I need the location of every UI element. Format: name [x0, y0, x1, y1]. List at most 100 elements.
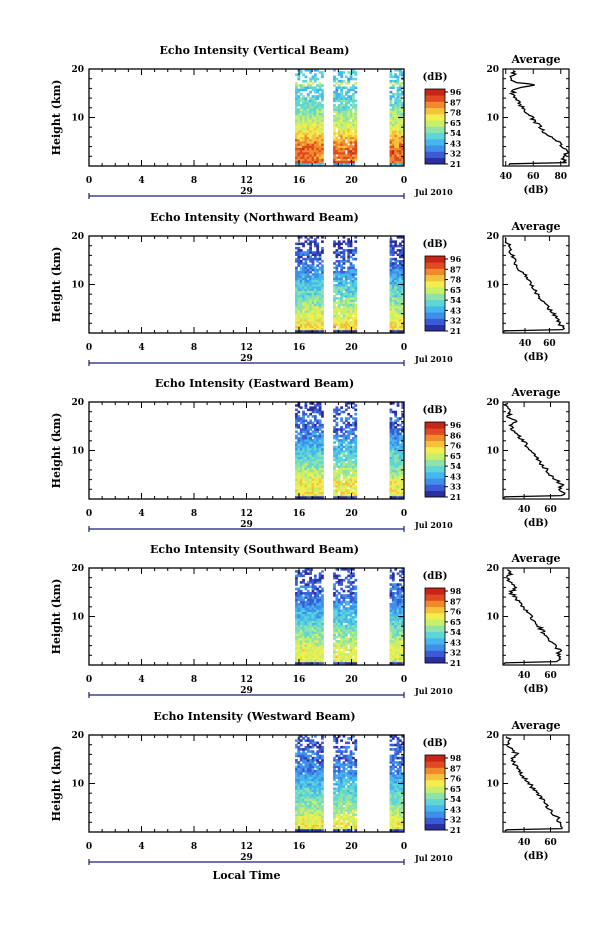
heatmap-cell [311, 406, 315, 409]
heatmap-cell [302, 447, 305, 451]
heatmap-cell [391, 136, 395, 140]
heatmap-cell [354, 487, 358, 490]
heatmap-cell [316, 156, 320, 159]
heatmap-cell [321, 620, 324, 623]
heatmap-cell [295, 761, 298, 764]
heatmap-cell [391, 138, 395, 142]
heatmap-cell [394, 469, 398, 473]
heatmap-cell [313, 257, 317, 261]
heatmap-cell [313, 138, 317, 142]
heatmap-cell [313, 103, 317, 107]
heatmap-cell [399, 493, 402, 497]
heatmap-cell [306, 318, 310, 322]
heatmap-cell [313, 474, 317, 477]
heatmap-cell [396, 130, 400, 133]
heatmap-cell [399, 149, 402, 153]
heatmap-cell [297, 436, 301, 440]
heatmap-cell [311, 402, 315, 405]
heatmap-cell [399, 103, 402, 107]
heatmap-cell [337, 162, 341, 166]
heatmap-cell [333, 117, 336, 120]
heatmap-cell [318, 589, 322, 593]
heatmap-cell [302, 141, 305, 144]
heatmap-cell [318, 277, 322, 281]
heatmap-cell [349, 77, 353, 81]
heatmap-cell [394, 460, 398, 464]
heatmap-cell [309, 314, 312, 318]
heatmap-cell [299, 769, 303, 773]
heatmap-cell [321, 149, 324, 153]
heatmap-cell [342, 325, 346, 329]
heatmap-cell [306, 754, 310, 758]
heatmap-cell [399, 132, 402, 135]
heatmap-cell [306, 478, 310, 481]
heatmap-cell [354, 578, 358, 582]
heatmap-cell [321, 613, 324, 617]
heatmap-cell [342, 613, 346, 617]
heatmap-cell [342, 487, 346, 490]
heatmap-cell [309, 257, 312, 261]
heatmap-cell [344, 75, 348, 79]
heatmap-cell [297, 273, 301, 276]
heatmap-cell [295, 578, 298, 582]
heatmap-cell [344, 103, 348, 107]
heatmap-cell [389, 616, 393, 619]
heatmap-cell [306, 329, 310, 333]
heatmap-cell [318, 253, 322, 257]
heatmap-cell [337, 290, 341, 294]
heatmap-cell [342, 465, 346, 468]
heatmap-cell [295, 458, 298, 462]
heatmap-cell [304, 815, 308, 819]
heatmap-cell [304, 596, 308, 599]
heatmap-cell [302, 769, 305, 773]
heatmap-cell [337, 635, 341, 639]
heatmap-cell [309, 802, 312, 806]
heatmap-cell [306, 297, 310, 300]
heatmap-cell [401, 73, 405, 76]
heatmap-cell [333, 145, 336, 148]
heatmap-cell [321, 95, 324, 98]
heatmap-cell [299, 739, 303, 742]
heatmap-cell [389, 423, 393, 427]
heatmap-cell [309, 308, 312, 311]
heatmap-cell [342, 568, 346, 571]
heatmap-cell [394, 284, 398, 287]
heatmap-cell [347, 463, 351, 466]
heatmap-cell [340, 439, 343, 442]
heatmap-cell [394, 633, 398, 637]
heatmap-cell [342, 460, 346, 464]
heatmap-cell [306, 436, 310, 440]
heatmap-cell [391, 246, 395, 250]
heatmap-cell [354, 629, 358, 632]
heatmap-cell [333, 290, 336, 294]
heatmap-cell [340, 410, 343, 414]
heatmap-cell [344, 445, 348, 449]
heatmap-cell [295, 329, 298, 333]
heatmap-cell [333, 622, 336, 626]
heatmap-cell [299, 460, 303, 464]
heatmap-cell [316, 581, 320, 584]
heatmap-cell [304, 160, 308, 164]
heatmap-cell [399, 460, 402, 464]
heatmap-cell [389, 570, 393, 573]
heatmap-cell [349, 609, 353, 613]
heatmap-cell [302, 441, 305, 444]
heatmap-cell [391, 489, 395, 492]
heatmap-cell [309, 491, 312, 495]
heatmap-cell [311, 602, 315, 606]
heatmap-cell [309, 456, 312, 460]
heatmap-cell [401, 240, 405, 243]
heatmap-cell [394, 125, 398, 129]
heatmap-cell [391, 268, 395, 272]
heatmap-cell [295, 767, 298, 771]
heatmap-cell [401, 121, 405, 124]
heatmap-cell [306, 279, 310, 283]
heatmap-cell [321, 151, 324, 155]
heatmap-cell [344, 325, 348, 329]
heatmap-cell [302, 661, 305, 665]
heatmap-cell [304, 447, 308, 451]
heatmap-cell [394, 602, 398, 606]
heatmap-cell [302, 445, 305, 449]
heatmap-cell [399, 633, 402, 637]
heatmap-cell [391, 270, 395, 274]
